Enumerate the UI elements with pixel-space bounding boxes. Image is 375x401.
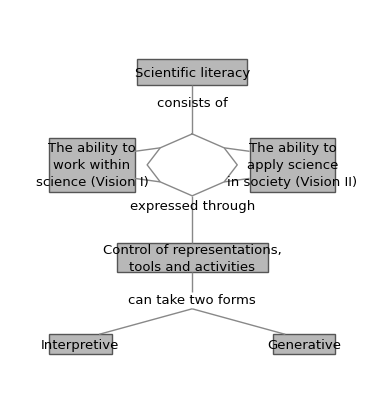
Text: can take two forms: can take two forms — [128, 293, 256, 306]
Text: expressed through: expressed through — [130, 199, 255, 212]
FancyBboxPatch shape — [49, 334, 111, 354]
FancyBboxPatch shape — [137, 60, 248, 86]
Text: Generative: Generative — [267, 338, 341, 351]
Text: consists of: consists of — [157, 97, 228, 110]
Text: Control of representations,
tools and activities: Control of representations, tools and ac… — [103, 243, 282, 273]
FancyBboxPatch shape — [117, 243, 268, 273]
Text: The ability to
work within
science (Vision I): The ability to work within science (Visi… — [36, 142, 148, 189]
Text: Scientific literacy: Scientific literacy — [135, 66, 250, 79]
FancyBboxPatch shape — [49, 138, 135, 192]
FancyBboxPatch shape — [250, 138, 335, 192]
FancyBboxPatch shape — [273, 334, 335, 354]
Text: The ability to
apply science
in society (Vision II): The ability to apply science in society … — [227, 142, 357, 189]
Text: Interpretive: Interpretive — [41, 338, 120, 351]
